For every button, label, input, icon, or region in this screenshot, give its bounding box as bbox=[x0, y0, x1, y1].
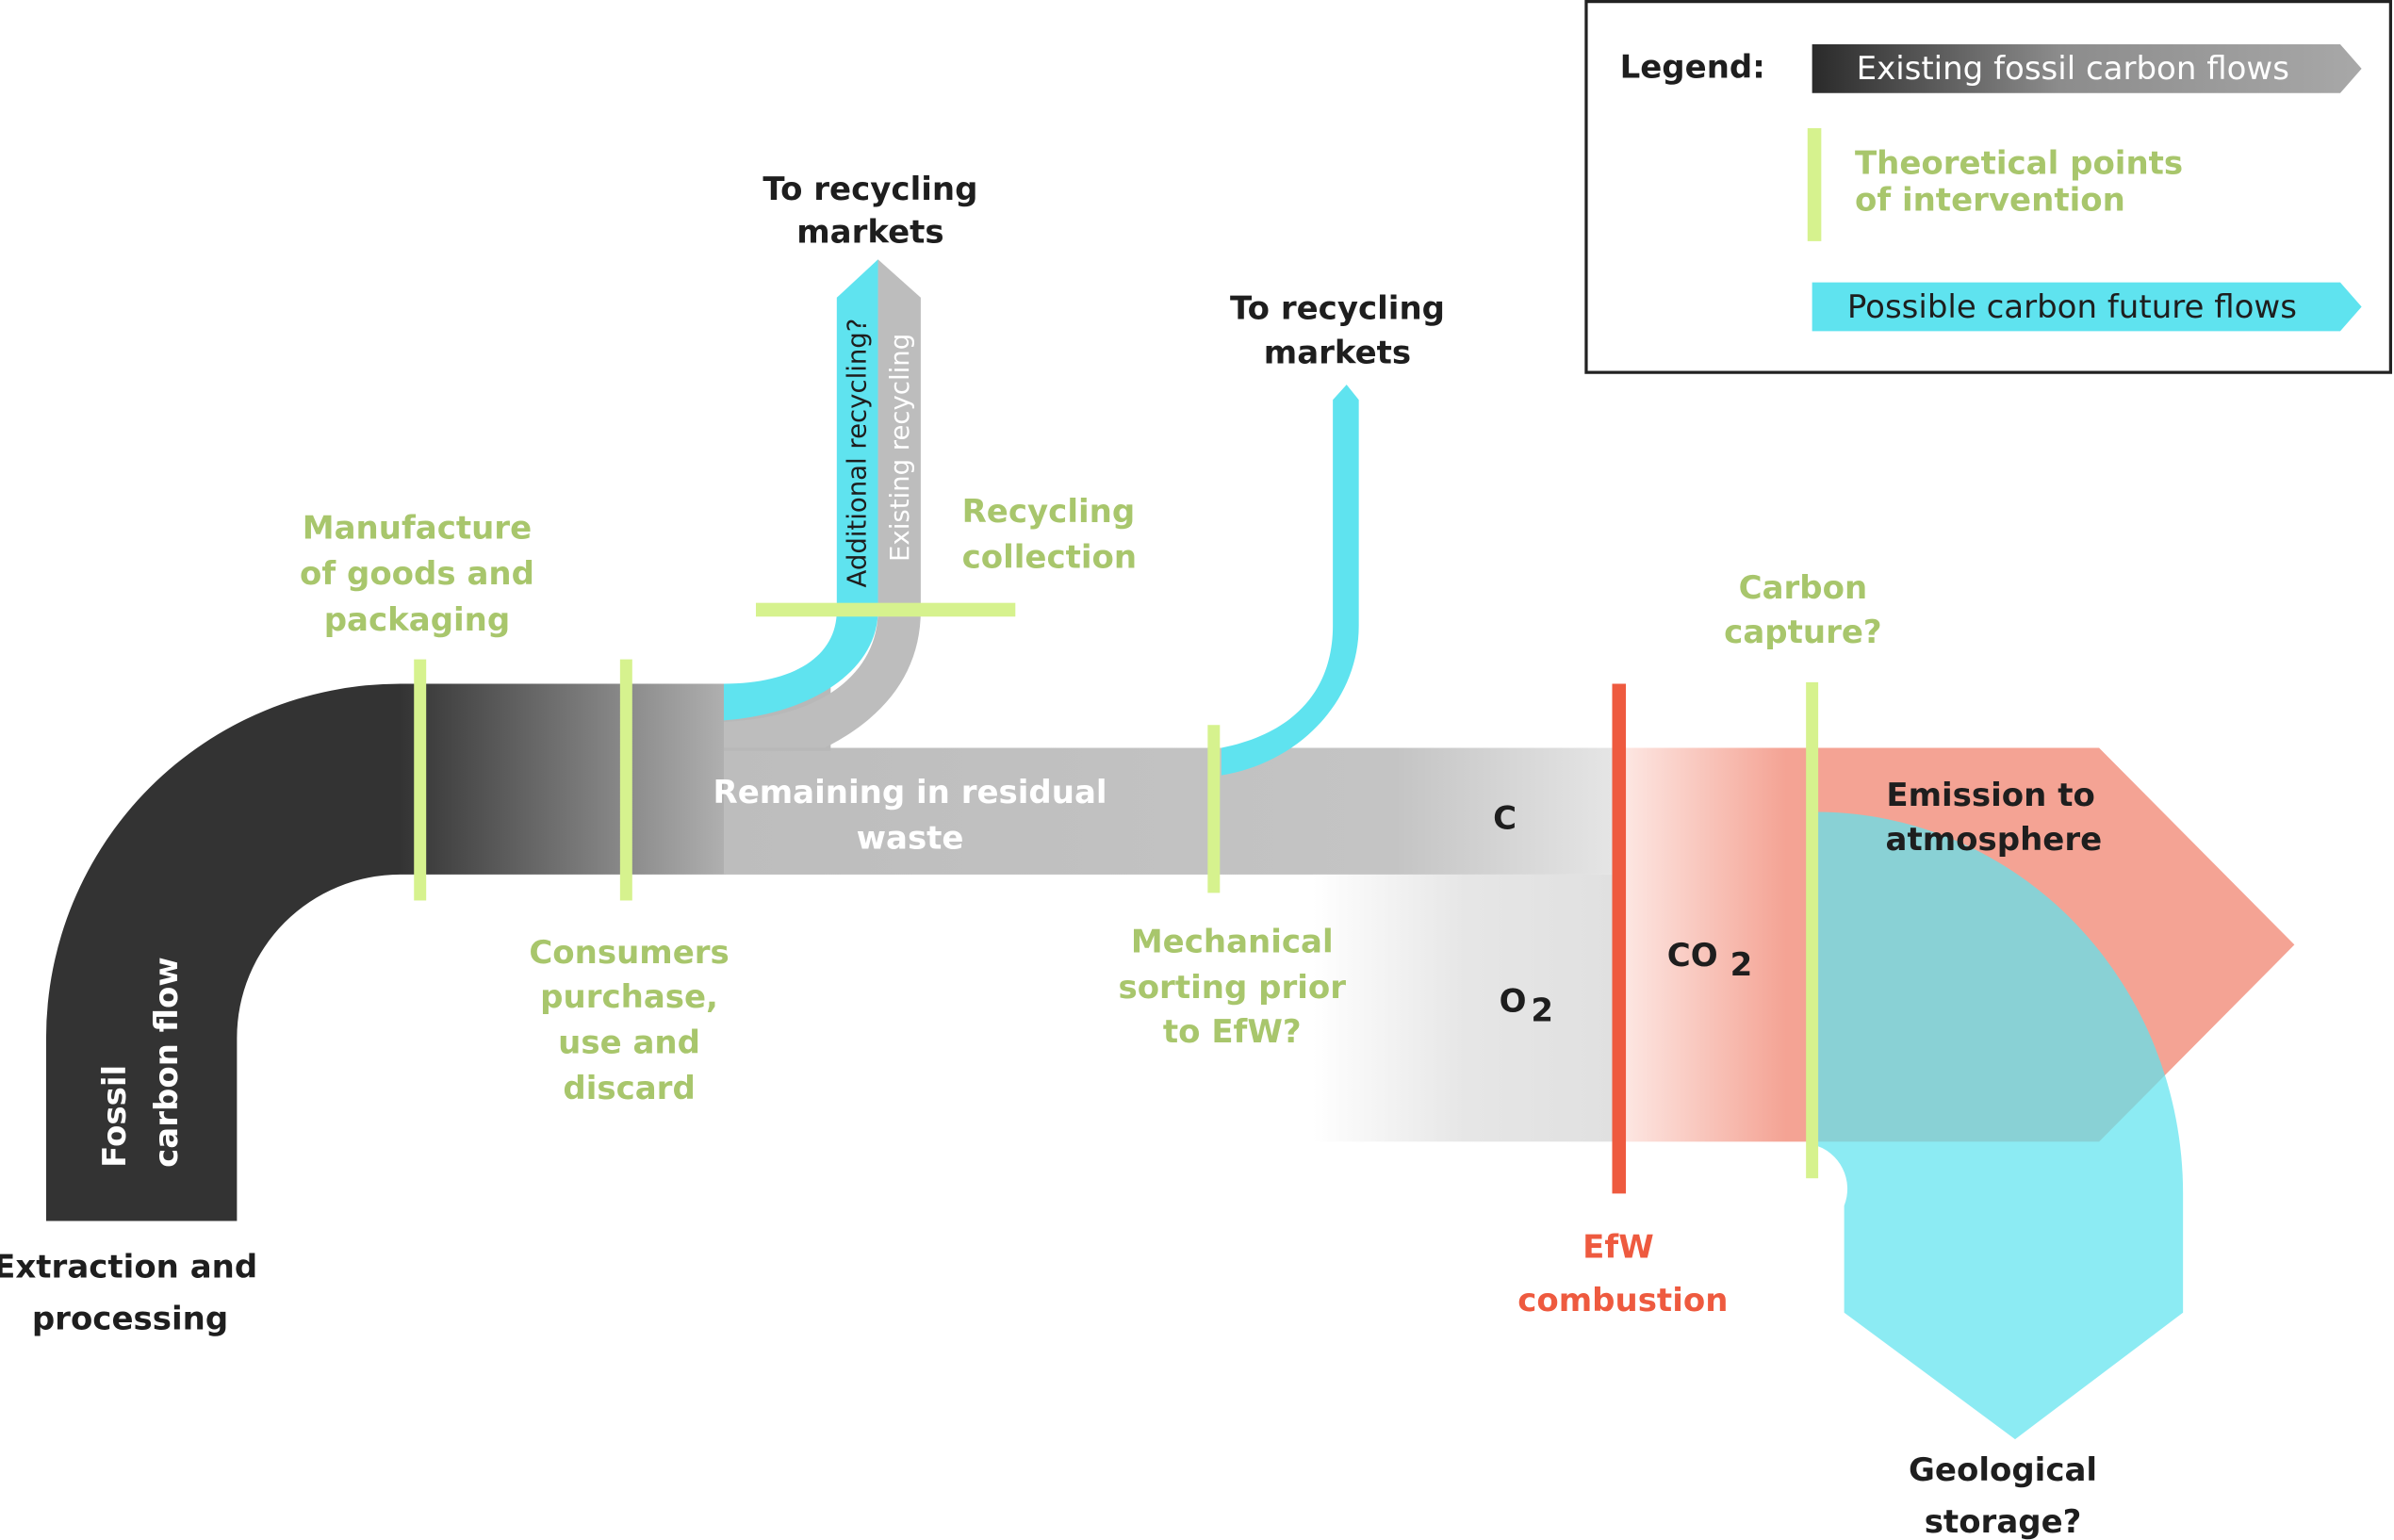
efw-combustion-label: EfW combustion bbox=[1517, 1228, 1728, 1319]
legend-future-arrow bbox=[1812, 282, 2362, 332]
o2-flow bbox=[1313, 874, 1622, 1142]
manufacture-label: Manufacture of goods and packaging bbox=[300, 510, 534, 639]
intervention-bar-capture bbox=[1806, 681, 1819, 1179]
geological-label: Geological storage? bbox=[1909, 1451, 2097, 1540]
legend-existing-arrow bbox=[1812, 43, 2362, 93]
fossil-carbon-flow bbox=[45, 683, 726, 1221]
emission-label: Emission to atmosphere bbox=[1886, 777, 2103, 859]
legend-existing-label: Existing fossil carbon flows bbox=[1857, 50, 2289, 88]
geological-storage-flow bbox=[1813, 811, 2184, 1440]
legend-title: Legend: bbox=[1620, 49, 1765, 87]
carbon-flow-label: carbon flow bbox=[148, 957, 186, 1168]
intervention-bar-mechanical bbox=[1207, 725, 1221, 893]
existing-recycling-label: Existing recycling bbox=[885, 334, 915, 562]
existing-recycling-flow bbox=[723, 259, 921, 748]
consumers-label: Consumers purchase, use and discard bbox=[529, 934, 729, 1107]
intervention-bar-manufacture bbox=[414, 659, 427, 901]
fossil-label: Fossil bbox=[96, 1065, 134, 1168]
carbon-label: C bbox=[1493, 799, 1517, 837]
recycling-markets-label-1: To recycling markets bbox=[762, 171, 977, 251]
residual-waste-flow bbox=[723, 747, 1622, 875]
intervention-bar-consumers bbox=[619, 659, 632, 901]
legend-intervention-label: Theoretical points of intervention bbox=[1855, 145, 2183, 220]
legend-intervention-bar bbox=[1807, 128, 1822, 241]
legend-future-label: Possible carbon future flows bbox=[1847, 288, 2297, 326]
carbon-capture-label: Carbon capture? bbox=[1724, 569, 1881, 651]
co2-label: CO 2 bbox=[1667, 937, 1752, 984]
residual-label: Remaining in residual waste bbox=[713, 774, 1107, 858]
mechanical-sorting-label: Mechanical sorting prior to EfW? bbox=[1118, 924, 1346, 1052]
legend: Legend: Existing fossil carbon flows The… bbox=[1584, 0, 2393, 374]
recycling-markets-label-2: To recycling markets bbox=[1230, 289, 1445, 371]
efw-bar bbox=[1612, 683, 1627, 1194]
extraction-label: Extraction and processing bbox=[0, 1248, 257, 1337]
mechanical-recycling-flow bbox=[1221, 385, 1359, 776]
additional-recycling-label: Additional recycling? bbox=[843, 319, 873, 588]
recycling-collection-label: Recycling collection bbox=[962, 493, 1138, 577]
intervention-bar-recycling bbox=[755, 602, 1016, 617]
